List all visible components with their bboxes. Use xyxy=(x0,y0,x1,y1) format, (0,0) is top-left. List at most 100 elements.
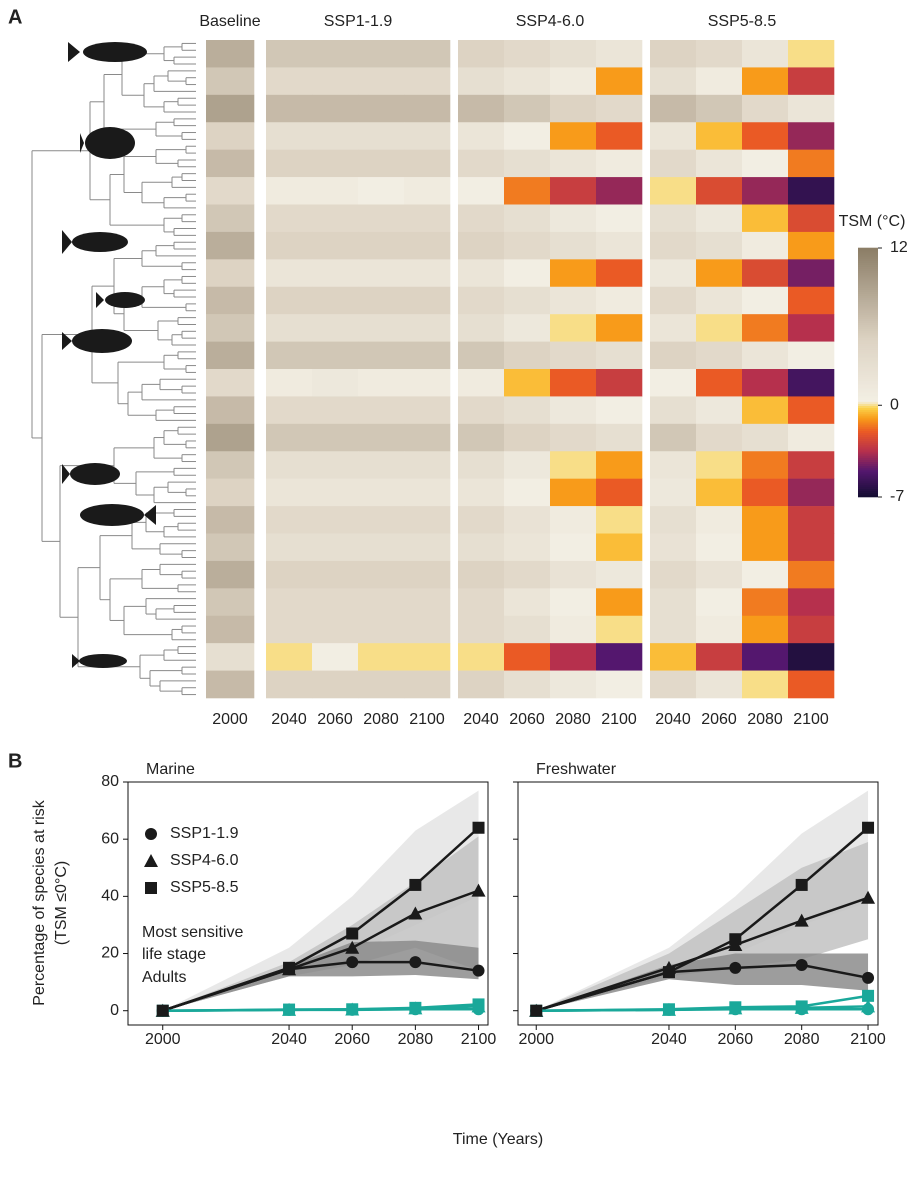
heat-cell xyxy=(742,40,788,68)
heat-cell xyxy=(696,259,742,287)
adult-marker xyxy=(862,990,874,1002)
heat-cell xyxy=(312,396,358,424)
heat-cell xyxy=(650,314,696,342)
heat-cell xyxy=(312,451,358,479)
heat-cell xyxy=(696,342,742,370)
heat-cell xyxy=(404,479,450,507)
heat-cell xyxy=(650,95,696,123)
heat-cell xyxy=(550,671,596,699)
heat-cell xyxy=(742,671,788,699)
heat-cell xyxy=(266,479,312,507)
heat-cell xyxy=(650,287,696,315)
heat-cell xyxy=(696,616,742,644)
heat-cell xyxy=(358,588,404,616)
heat-cell xyxy=(596,616,642,644)
heat-cell xyxy=(312,205,358,233)
column-label: 2100 xyxy=(793,711,829,728)
heat-cell xyxy=(206,259,254,287)
heat-cell xyxy=(458,588,504,616)
heat-cell xyxy=(742,643,788,671)
heat-cell xyxy=(788,424,834,452)
heat-cell xyxy=(650,40,696,68)
heat-cell xyxy=(266,232,312,260)
heat-cell xyxy=(358,479,404,507)
heat-cell xyxy=(596,287,642,315)
y-axis-label: Percentage of species at risk xyxy=(31,799,48,1005)
column-label: 2080 xyxy=(363,711,399,728)
heat-cell xyxy=(650,396,696,424)
heat-cell xyxy=(650,424,696,452)
legend-label: SSP1-1.9 xyxy=(170,825,239,842)
heat-cell xyxy=(404,342,450,370)
heat-cell xyxy=(206,122,254,150)
heat-cell xyxy=(458,561,504,589)
heat-cell xyxy=(266,122,312,150)
heat-cell xyxy=(458,205,504,233)
marker xyxy=(473,822,485,834)
marker xyxy=(409,956,421,968)
heat-cell xyxy=(504,561,550,589)
heat-cell xyxy=(312,287,358,315)
heat-cell xyxy=(596,451,642,479)
column-label: 2060 xyxy=(509,711,545,728)
colorbar-tick-label: 12 xyxy=(890,239,908,256)
heat-cell xyxy=(742,396,788,424)
column-label: 2080 xyxy=(747,711,783,728)
column-label: 2040 xyxy=(463,711,499,728)
heat-cell xyxy=(358,534,404,562)
y-axis-label: (TSM ≤0°C) xyxy=(53,861,70,946)
heat-cell xyxy=(358,342,404,370)
heat-cell xyxy=(550,67,596,95)
colorbar-tick-label: 0 xyxy=(890,396,899,413)
heat-cell xyxy=(206,424,254,452)
adult-marker xyxy=(409,1002,421,1014)
heat-cell xyxy=(596,561,642,589)
marker xyxy=(862,972,874,984)
heat-cell xyxy=(504,205,550,233)
heat-cell xyxy=(550,424,596,452)
heat-cell xyxy=(312,150,358,178)
heat-cell xyxy=(358,396,404,424)
heat-cell xyxy=(404,205,450,233)
heat-cell xyxy=(404,150,450,178)
heat-cell xyxy=(596,150,642,178)
heat-cell xyxy=(550,314,596,342)
marker xyxy=(409,879,421,891)
adult-marker xyxy=(473,998,485,1010)
heat-cell xyxy=(458,95,504,123)
heat-cell xyxy=(458,342,504,370)
heat-cell xyxy=(650,451,696,479)
heat-cell xyxy=(696,205,742,233)
heat-cell xyxy=(650,205,696,233)
y-tick-label: 80 xyxy=(101,773,119,790)
heat-cell xyxy=(550,342,596,370)
heat-cell xyxy=(458,534,504,562)
heat-cell xyxy=(504,588,550,616)
heat-cell xyxy=(266,67,312,95)
column-group-label: SSP5-8.5 xyxy=(708,13,777,30)
heat-cell xyxy=(404,287,450,315)
heat-cell xyxy=(788,588,834,616)
heat-cell xyxy=(650,561,696,589)
heat-cell xyxy=(650,534,696,562)
heat-cell xyxy=(696,40,742,68)
x-tick-label: 2000 xyxy=(518,1031,554,1048)
heat-cell xyxy=(650,177,696,205)
colorbar-step xyxy=(858,248,878,251)
heat-cell xyxy=(788,150,834,178)
x-tick-label: 2060 xyxy=(718,1031,754,1048)
heat-cell xyxy=(404,314,450,342)
heat-cell xyxy=(742,369,788,397)
heat-cell xyxy=(404,122,450,150)
heat-cell xyxy=(742,479,788,507)
heat-cell xyxy=(404,232,450,260)
heat-cell xyxy=(312,479,358,507)
heat-cell xyxy=(312,95,358,123)
adult-marker xyxy=(663,1003,675,1015)
heat-cell xyxy=(504,40,550,68)
heat-cell xyxy=(266,205,312,233)
heat-cell xyxy=(504,451,550,479)
colorbar-tick-label: -7 xyxy=(890,488,904,505)
